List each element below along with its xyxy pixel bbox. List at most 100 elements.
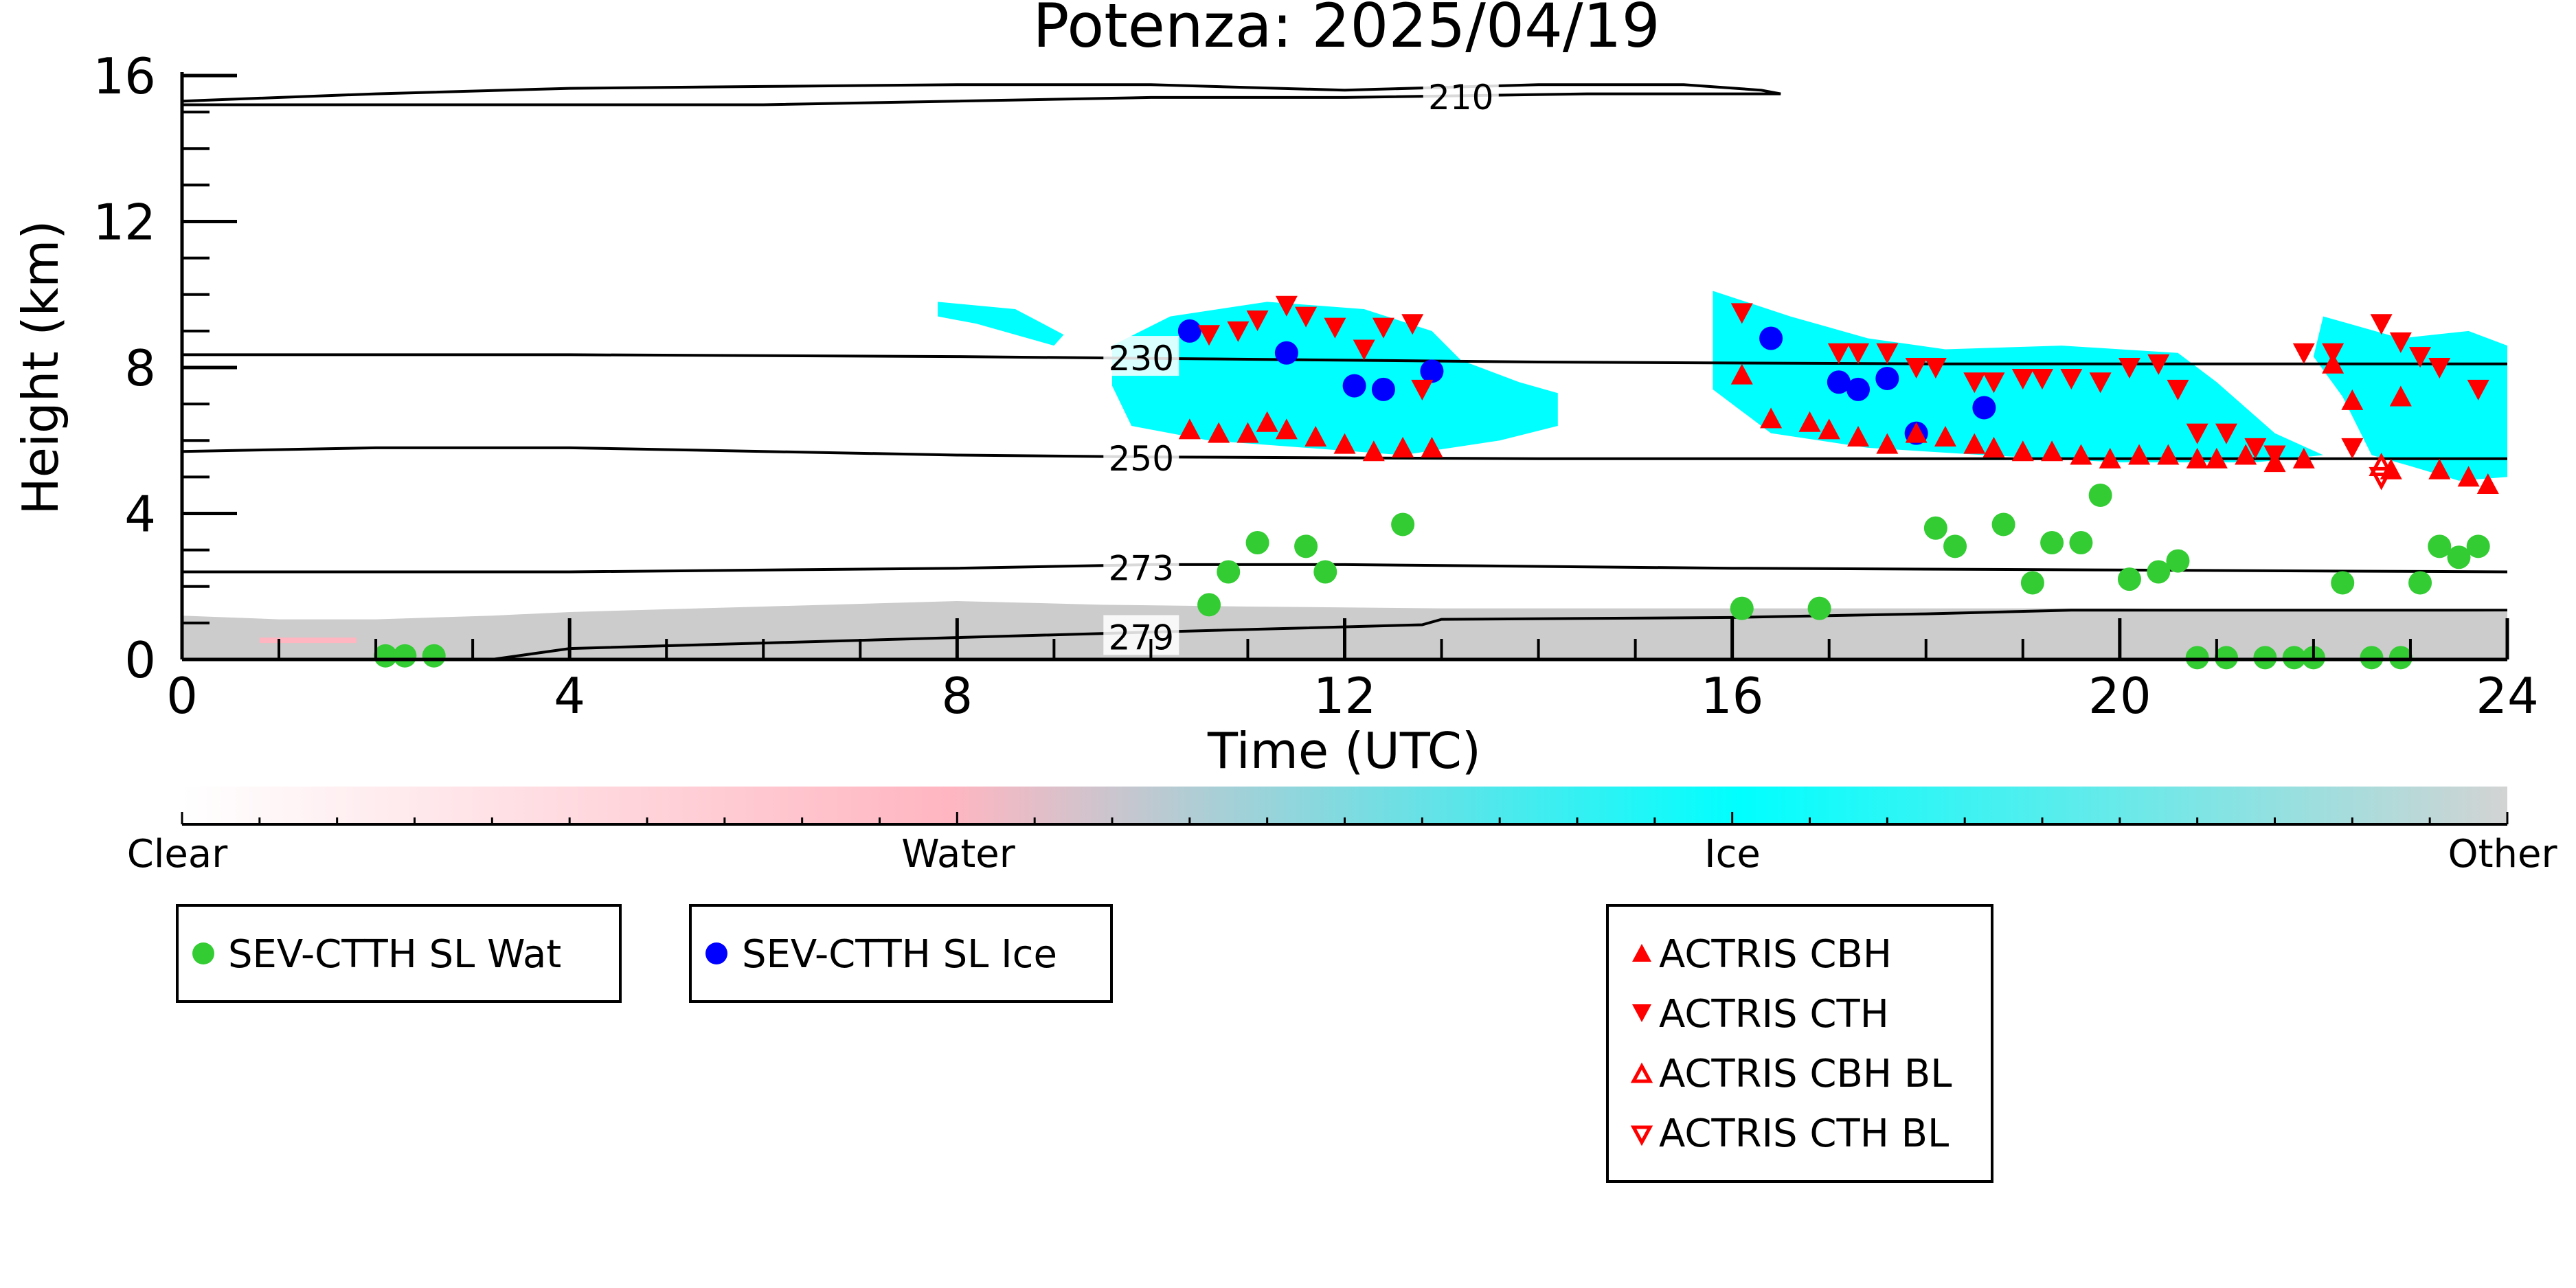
marker-actris-cth-17 [1982,372,2005,394]
marker-actris-cbh-35 [2428,458,2451,479]
contour-label-210: 210 [1428,78,1493,117]
marker-actris-cth-30 [2322,343,2345,364]
marker-sev-ctth-sl-ice-4 [1420,359,1444,383]
marker-sev-ctth-sl-wat-11 [1923,516,1947,540]
marker-sev-ctth-sl-ice-7 [1846,377,1871,401]
x-tick-label-24: 24 [2476,667,2539,725]
marker-sev-ctth-sl-wat-16 [2069,531,2093,554]
marker-actris-cbh-24 [2128,444,2151,465]
cloud-ice-region-3 [2313,316,2507,481]
x-axis-label: Time (UTC) [1207,722,1481,780]
plot-axes: 0 4 8 12 16 0 4 8 12 16 20 24 [93,47,2538,725]
contour-line-210 [182,83,1781,106]
legend-actris: ACTRIS CBH ACTRIS CTH ACTRIS CBH BL ACTR… [1606,904,1993,1183]
marker-actris-cbh-0 [1178,418,1201,440]
legend-marker-cbh-bl [1630,1062,1653,1083]
marker-sev-ctth-sl-wat-13 [1991,512,2015,536]
marker-actris-cbh-14 [1847,425,1870,447]
marker-actris-cth-18 [2011,368,2034,389]
y-tick-label-4: 4 [124,486,156,543]
marker-actris-cbh-28 [2235,444,2257,465]
marker-sev-ctth-sl-wat-27 [2360,646,2384,670]
contour-label-bg [1103,436,1179,477]
cloud-ice-region-0 [1112,302,1558,455]
marker-actris-cth-4 [1295,306,1318,328]
marker-sev-ctth-sl-ice-1 [1274,341,1298,365]
marker-actris-cbh-8 [1392,436,1414,457]
marker-sev-ctth-sl-wat-22 [2214,646,2238,670]
marker-sev-ctth-sl-wat-2 [422,644,446,668]
marker-actris-cbh-7 [1362,440,1385,462]
colorbar-ticks [181,812,2509,824]
legend-label-cbh: ACTRIS CBH [1659,932,1892,977]
marker-sev-ctth-sl-wat-15 [2040,531,2064,554]
marker-actris-cth-14 [1905,358,1928,379]
marker-sev-ctth-sl-wat-7 [1313,560,1337,584]
marker-actris-cth-6 [1353,339,1375,361]
legend-label-ice: SEV-CTTH SL Ice [742,932,1057,977]
y-tick-label-8: 8 [124,339,156,397]
y-axis-label: Height (km) [12,221,69,515]
colorbar-label-ice: Ice [1704,832,1761,877]
legend-marker-cth [1632,1004,1651,1022]
legend-marker-cth-bl [1630,1125,1653,1146]
marker-actris-cbh-26 [2186,447,2208,468]
marker-actris-cbh-6 [1333,433,1356,454]
marker-actris-cth-25 [2186,423,2208,444]
marker-sev-ctth-sl-wat-24 [2282,646,2306,670]
contour-label-bg [1423,76,1499,115]
marker-actris-cth-36 [2467,379,2489,400]
x-tick-label-16: 16 [1701,667,1764,725]
marker-actris-cbh-15 [1876,433,1899,454]
marker-actris-cbh-21 [2041,440,2064,462]
marker-actris-cth-28 [2263,445,2286,466]
marker-sev-ctth-sl-wat-19 [2147,560,2171,584]
contour-label-bg [1103,545,1179,586]
marker-actris-cbh-23 [2099,447,2121,468]
marker-sev-ctth-sl-ice-8 [1875,366,1899,390]
marker-actris-cth-16 [1963,372,1986,394]
marker-actris-cth-7 [1372,317,1394,339]
cloud-water-region [259,637,357,644]
legend-water: SEV-CTTH SL Wat [176,904,622,1003]
marker-actris-cbh-22 [2070,444,2092,465]
contour-label-250: 250 [1109,439,1174,479]
marker-sev-ctth-sl-wat-32 [2466,534,2490,558]
marker-sev-ctth-sl-wat-23 [2253,646,2277,670]
marker-sev-ctth-sl-ice-3 [1371,377,1395,401]
legend-marker-water [192,942,214,964]
contour-label-273: 273 [1109,549,1174,589]
marker-actris-cth-26 [2215,423,2237,444]
marker-sev-ctth-sl-ice-0 [1177,319,1201,343]
contour-label-bg [1103,336,1179,376]
colorbar-label-clear: Clear [127,832,228,877]
marker-actris-cbh-20 [2011,440,2034,462]
x-tick-label-8: 8 [941,667,973,725]
x-tick-label-0: 0 [166,667,198,725]
colorbar-label-other: Other [2448,832,2557,877]
legend-label-cbh-bl: ACTRIS CBH BL [1659,1052,1952,1096]
marker-actris-cth-5 [1324,317,1346,339]
marker-actris-cth-bl-0 [2369,466,2394,490]
marker-actris-cbh-12 [1798,411,1821,432]
marker-actris-cbh-10 [1730,363,1753,385]
marker-sev-ctth-sl-wat-5 [1245,531,1269,554]
marker-sev-ctth-sl-wat-17 [2088,483,2112,507]
legend-marker-ice [705,942,727,964]
y-tick-label-12: 12 [93,194,156,251]
marker-sev-ctth-sl-wat-1 [393,644,417,668]
marker-sev-ctth-sl-wat-30 [2428,534,2452,558]
marker-sev-ctth-sl-wat-31 [2447,545,2471,569]
legend-label-water: SEV-CTTH SL Wat [228,932,561,977]
marker-actris-cth-21 [2089,372,2112,394]
marker-actris-cth-29 [2292,343,2315,364]
contour-label-230: 230 [1109,339,1174,379]
marker-actris-cbh-4 [1275,418,1298,440]
temperature-contours: 210 230 250 273 279 [182,76,2507,659]
contour-label-279: 279 [1109,618,1174,657]
colorbar: Clear Water Ice Other [127,787,2557,877]
marker-sev-ctth-sl-ice-10 [1972,396,1996,420]
marker-sev-ctth-sl-ice-5 [1759,326,1783,350]
x-tick-label-4: 4 [554,667,585,725]
marker-actris-cbh-9 [1421,436,1443,457]
